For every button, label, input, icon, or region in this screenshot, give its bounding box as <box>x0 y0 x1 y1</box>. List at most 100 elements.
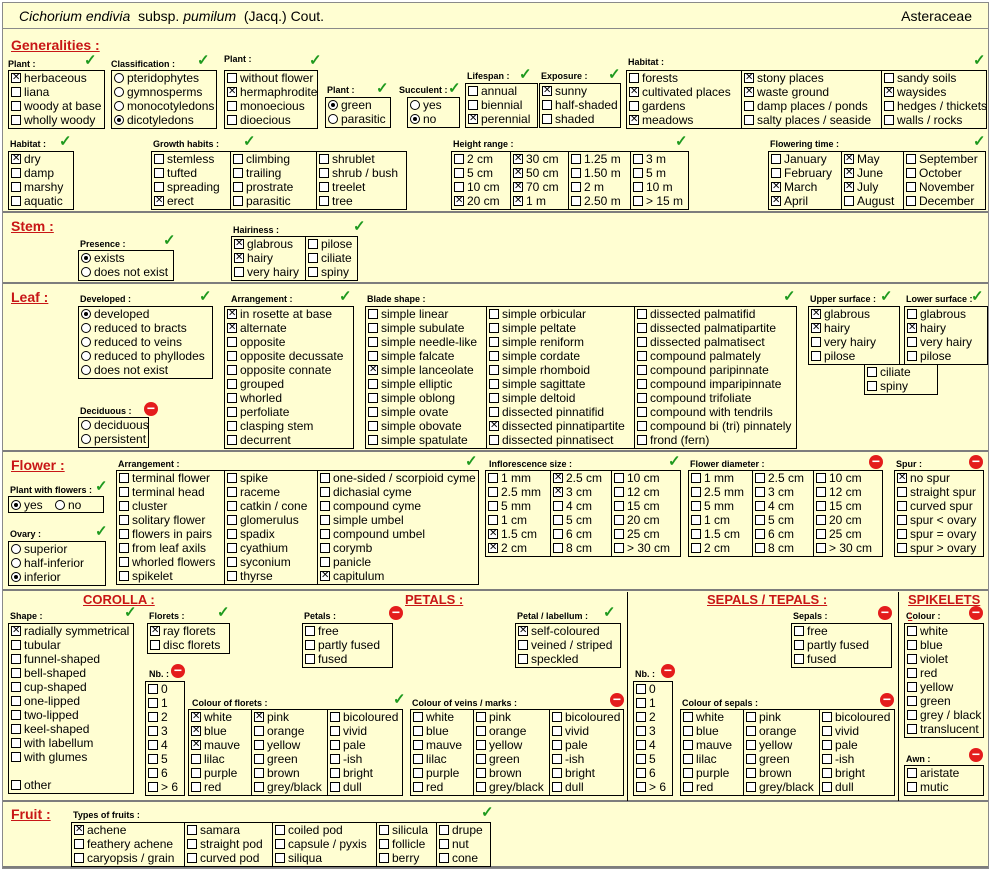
checkbox[interactable] <box>187 838 197 849</box>
option-item[interactable]: does not exist <box>79 265 175 279</box>
checkbox[interactable] <box>906 153 916 164</box>
option-item[interactable]: opposite <box>225 335 355 349</box>
option-item[interactable]: lilac <box>411 752 473 766</box>
checkbox[interactable] <box>907 767 917 778</box>
option-item[interactable]: perfoliate <box>225 405 355 419</box>
checkbox[interactable]: ✕ <box>234 238 244 249</box>
checkbox[interactable] <box>319 195 329 206</box>
checkbox[interactable] <box>148 781 158 792</box>
option-item[interactable]: ✕ March <box>769 180 841 194</box>
option-item[interactable]: green <box>905 694 985 708</box>
checkbox[interactable] <box>489 350 499 361</box>
option-item[interactable]: funnel-shaped <box>9 652 135 666</box>
option-item[interactable]: 2 cm <box>452 152 510 166</box>
checkbox[interactable] <box>305 625 315 636</box>
option-item[interactable]: simple deltoid <box>487 391 634 405</box>
option-item[interactable]: persistent <box>79 432 150 446</box>
option-item[interactable]: bicoloured <box>820 710 896 724</box>
checkbox[interactable]: ✕ <box>811 322 821 333</box>
checkbox[interactable] <box>234 266 244 277</box>
checkbox[interactable] <box>476 725 486 736</box>
checkbox[interactable] <box>413 725 423 736</box>
option-item[interactable]: 12 cm <box>612 485 682 499</box>
checkbox[interactable] <box>11 667 21 678</box>
checkbox[interactable] <box>897 486 907 497</box>
option-item[interactable]: ✕ no spur <box>895 471 985 485</box>
checkbox[interactable] <box>637 434 647 445</box>
checkbox[interactable] <box>867 366 877 377</box>
option-item[interactable]: ✕ ray florets <box>148 624 231 638</box>
checkbox[interactable] <box>119 542 129 553</box>
checkbox[interactable] <box>368 336 378 347</box>
option-item[interactable]: 1.25 m <box>569 152 630 166</box>
option-item[interactable]: treelet <box>317 180 408 194</box>
option-item[interactable]: frond (fern) <box>635 433 798 447</box>
option-item[interactable]: with labellum <box>9 736 135 750</box>
option-item[interactable]: 4 cm <box>753 499 813 513</box>
checkbox[interactable] <box>489 406 499 417</box>
option-item[interactable]: 6 <box>146 766 186 780</box>
checkbox[interactable] <box>614 542 624 553</box>
checkbox[interactable] <box>468 99 478 110</box>
option-item[interactable]: 0 <box>146 682 186 696</box>
option-item[interactable]: tufted <box>152 166 230 180</box>
option-item[interactable]: superior <box>9 542 107 556</box>
checkbox[interactable] <box>154 153 164 164</box>
option-item[interactable]: dioecious <box>225 113 319 127</box>
checkbox[interactable] <box>906 181 916 192</box>
checkbox[interactable] <box>636 739 646 750</box>
checkbox[interactable] <box>413 767 423 778</box>
option-item[interactable]: simple linear <box>366 307 486 321</box>
checkbox[interactable]: ✕ <box>811 308 821 319</box>
option-item[interactable]: woody at base <box>9 99 106 113</box>
option-item[interactable]: cone <box>437 851 492 865</box>
checkbox[interactable] <box>816 486 826 497</box>
checkbox[interactable] <box>368 420 378 431</box>
checkbox[interactable] <box>150 639 160 650</box>
checkbox[interactable] <box>637 336 647 347</box>
option-item[interactable]: mauve <box>411 738 473 752</box>
option-item[interactable]: 1.50 m <box>569 166 630 180</box>
radio-button[interactable] <box>11 571 21 582</box>
checkbox[interactable] <box>637 420 647 431</box>
option-item[interactable]: simple orbicular <box>487 307 634 321</box>
option-item[interactable]: 2 cm <box>689 541 752 555</box>
checkbox[interactable]: ✕ <box>191 739 201 750</box>
option-item[interactable]: compound cyme <box>318 499 480 513</box>
checkbox[interactable] <box>637 322 647 333</box>
option-item[interactable]: January <box>769 152 841 166</box>
checkbox[interactable] <box>439 838 449 849</box>
checkbox[interactable] <box>822 781 832 792</box>
option-item[interactable]: 0 <box>634 682 674 696</box>
option-item[interactable]: ✕ 2 cm <box>486 541 550 555</box>
option-item[interactable]: simple reniform <box>487 335 634 349</box>
checkbox[interactable]: ✕ <box>488 528 498 539</box>
option-item[interactable]: 4 cm <box>551 499 611 513</box>
checkbox[interactable]: ✕ <box>744 86 754 97</box>
checkbox[interactable] <box>614 514 624 525</box>
option-item[interactable]: very hairy <box>905 335 989 349</box>
option-item[interactable]: yellow <box>905 680 985 694</box>
option-item[interactable]: decurrent <box>225 433 355 447</box>
checkbox[interactable] <box>884 114 894 125</box>
checkbox[interactable] <box>488 486 498 497</box>
option-item[interactable]: 20 cm <box>612 513 682 527</box>
option-item[interactable]: ✕ alternate <box>225 321 355 335</box>
option-item[interactable]: straight spur <box>895 485 985 499</box>
checkbox[interactable] <box>907 308 917 319</box>
option-item[interactable]: 4 <box>146 738 186 752</box>
checkbox[interactable] <box>822 739 832 750</box>
radio-button[interactable] <box>81 252 91 263</box>
option-item[interactable]: dissected palmatipartite <box>635 321 798 335</box>
checkbox[interactable]: ✕ <box>191 725 201 736</box>
option-item[interactable]: October <box>904 166 987 180</box>
checkbox[interactable] <box>233 167 243 178</box>
checkbox[interactable] <box>227 472 237 483</box>
checkbox[interactable] <box>636 711 646 722</box>
checkbox[interactable] <box>637 392 647 403</box>
checkbox[interactable] <box>154 167 164 178</box>
checkbox[interactable] <box>822 711 832 722</box>
option-item[interactable]: siliqua <box>273 851 376 865</box>
option-item[interactable]: 1 mm <box>689 471 752 485</box>
option-item[interactable]: orange <box>744 724 819 738</box>
